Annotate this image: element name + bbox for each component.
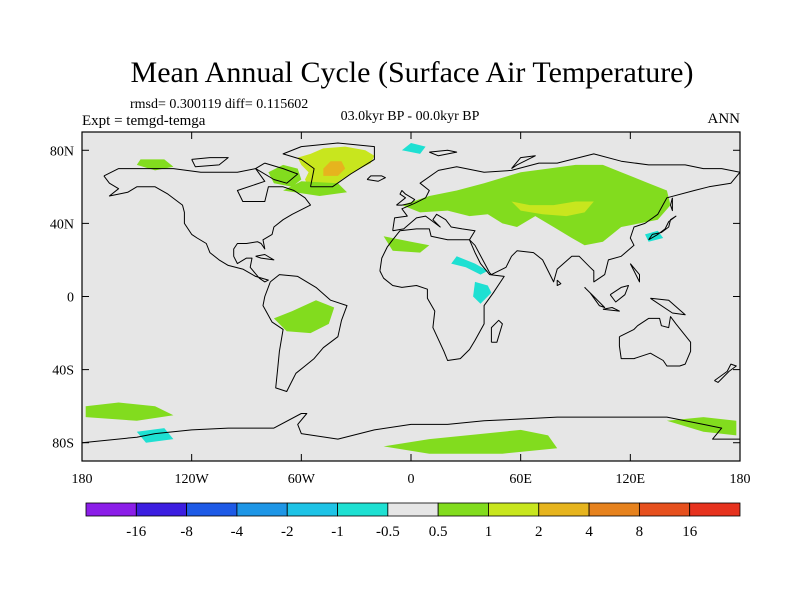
y-tick-label: 80N	[50, 144, 74, 159]
period-label: 03.0kyr BP - 00.0kyr BP	[341, 109, 480, 124]
colorbar-swatch	[639, 503, 689, 516]
x-tick-label: 60E	[509, 472, 532, 487]
colorbar: -16 -8 -4 -2 -1 -0.5 0.5 1 2 4 8 16	[86, 503, 740, 540]
colorbar-swatch	[589, 503, 639, 516]
colorbar-label: 1	[485, 524, 493, 540]
colorbar-label: 0.5	[429, 524, 448, 540]
colorbar-swatch	[488, 503, 538, 516]
y-tick-label: 0	[67, 291, 74, 306]
colorbar-label: 16	[682, 524, 698, 540]
y-tick-label: 80S	[52, 437, 74, 452]
experiment-label: Expt = temgd-temga	[82, 113, 206, 129]
colorbar-swatch	[86, 503, 136, 516]
colorbar-label: -1	[331, 524, 344, 540]
x-tick-label: 120W	[175, 472, 210, 487]
colorbar-swatch	[187, 503, 237, 516]
colorbar-label: 2	[535, 524, 543, 540]
x-tick-label: 180	[730, 472, 751, 487]
colorbar-swatch	[388, 503, 438, 516]
x-tick-label: 180	[72, 472, 93, 487]
x-tick-label: 60W	[288, 472, 316, 487]
colorbar-swatch	[237, 503, 287, 516]
x-tick-label: 0	[408, 472, 415, 487]
chart-title: Mean Annual Cycle (Surface Air Temperatu…	[131, 56, 694, 89]
colorbar-label: -2	[281, 524, 294, 540]
colorbar-label: -16	[126, 524, 146, 540]
colorbar-swatch	[287, 503, 337, 516]
colorbar-label: -0.5	[376, 524, 400, 540]
colorbar-label: 8	[636, 524, 644, 540]
colorbar-swatch	[438, 503, 488, 516]
colorbar-swatch	[539, 503, 589, 516]
colorbar-label: 4	[585, 524, 593, 540]
season-label: ANN	[708, 111, 741, 127]
anomaly-map-figure: Mean Annual Cycle (Surface Air Temperatu…	[0, 0, 800, 600]
y-tick-label: 40N	[50, 217, 74, 232]
colorbar-swatch	[690, 503, 740, 516]
y-tick-label: 40S	[52, 364, 74, 379]
x-tick-label: 120E	[616, 472, 646, 487]
stats-label: rmsd= 0.300119 diff= 0.115602	[130, 97, 308, 112]
colorbar-label: -8	[180, 524, 193, 540]
colorbar-label: -4	[231, 524, 244, 540]
colorbar-swatch	[338, 503, 388, 516]
colorbar-swatch	[136, 503, 186, 516]
